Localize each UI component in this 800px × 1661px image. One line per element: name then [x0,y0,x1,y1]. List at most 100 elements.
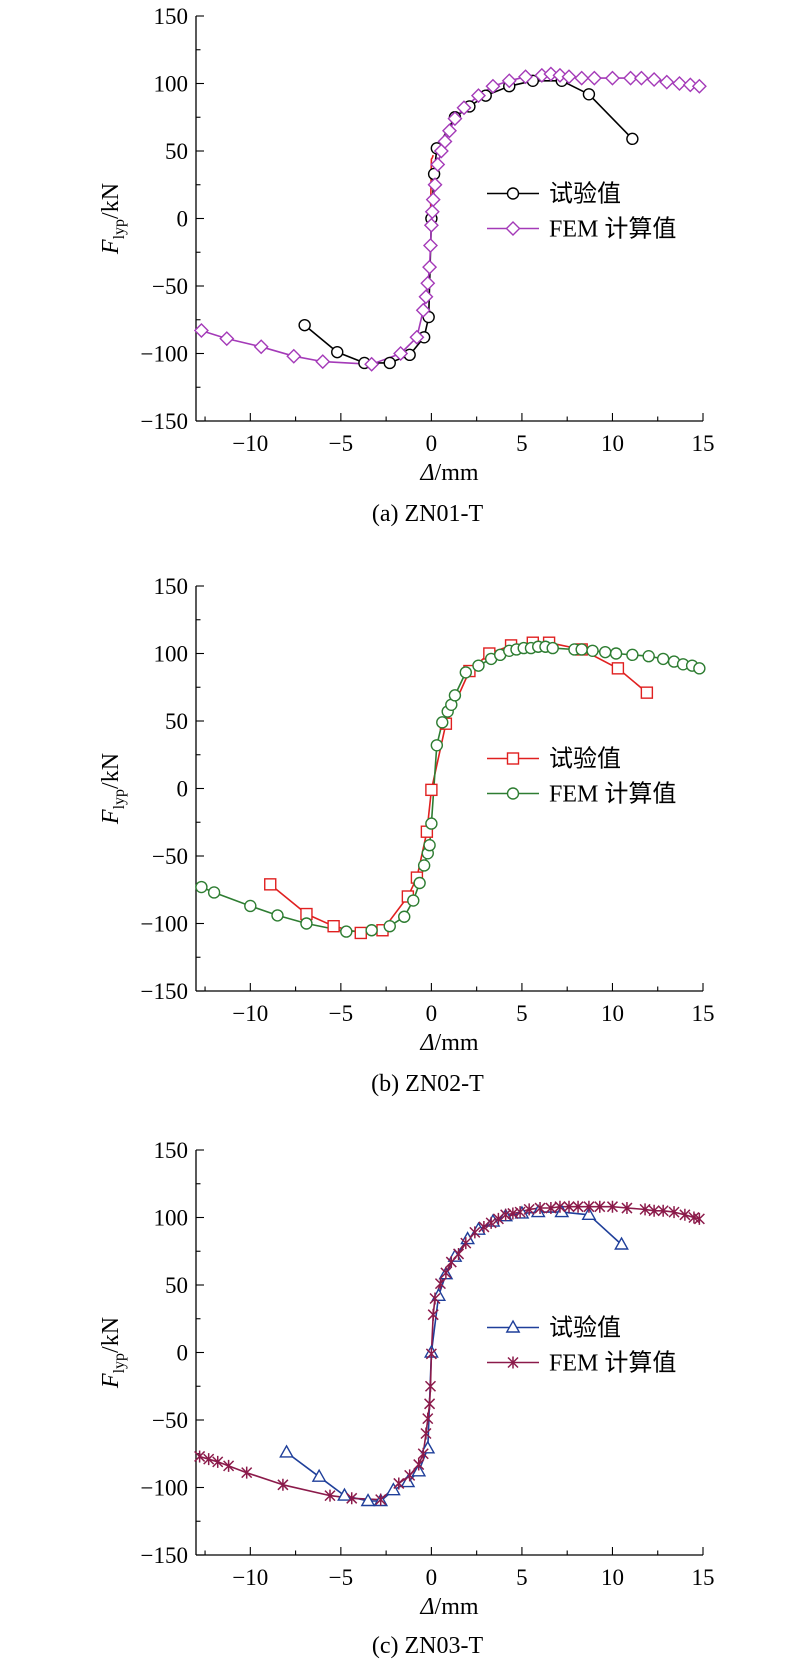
data-point-series-2 [552,67,568,83]
data-point-series-2 [442,123,457,139]
data-point-series-2 [518,69,534,85]
data-point-series-2 [586,70,602,86]
x-tick-label: 10 [601,1001,624,1026]
data-point-series-2 [409,329,425,345]
data-point-series-2 [437,134,453,150]
data-point-series-2 [430,157,446,172]
x-tick-label: −5 [329,1565,353,1590]
data-point-series-2 [398,910,411,923]
x-tick-label: 5 [516,1001,528,1026]
data-point-series-1 [581,1206,597,1221]
data-point-series-2 [193,323,209,339]
data-point-series-2 [212,1455,224,1468]
chart-caption: (b) ZN02-T [371,1071,484,1097]
data-point-series-2 [693,662,706,675]
data-point-series-2 [599,645,612,659]
data-point-series-2 [422,259,438,275]
data-point-series-2 [424,1397,436,1410]
data-point-series-2 [606,1200,618,1213]
legend-label: FEM 计算值 [549,216,676,243]
data-point-series-2 [203,1453,215,1466]
legend-label: FEM 计算值 [549,781,676,808]
plot-area [195,636,706,940]
data-point-series-2 [546,641,559,655]
data-point-series-1 [298,318,311,332]
legend-label: 试验值 [549,181,621,208]
data-point-series-2 [470,88,486,104]
y-tick-label: −150 [141,1543,188,1568]
y-tick-label: 50 [165,139,188,164]
data-point-series-2 [572,1200,584,1213]
data-point-series-2 [639,1203,651,1216]
data-point-series-2 [604,70,620,86]
data-point-series-2 [485,78,501,94]
legend-entry-2: FEM 计算值 [487,1350,676,1377]
y-tick-label: 0 [177,1341,189,1366]
data-point-series-2 [514,1206,526,1219]
plot-area [193,66,707,372]
y-tick-label: −50 [152,844,188,869]
y-tick-label: 150 [154,4,189,29]
y-tick-label: −150 [141,409,188,434]
data-point-series-2 [554,1200,566,1213]
data-point-series-2 [434,1277,446,1290]
x-tick-label: −10 [232,1565,268,1590]
y-axis-title: Flyp/kN [98,183,128,255]
legend-entry-1: 试验值 [487,746,621,773]
data-point-series-2 [693,1212,705,1225]
data-point-series-2 [422,1412,434,1425]
data-point-series-2 [424,204,440,220]
data-point-series-2 [621,1202,633,1215]
data-point-series-1 [354,926,367,940]
data-point-series-2 [424,1380,437,1393]
data-point-series-2 [340,925,353,938]
data-point-series-2 [241,1466,253,1479]
data-point-series-2 [425,192,441,208]
data-point-series-2 [420,1427,432,1440]
data-point-series-2 [417,859,431,872]
data-point-series-2 [425,1347,437,1360]
y-tick-label: 50 [165,1273,188,1298]
legend-entry-1: 试验值 [487,181,621,208]
data-point-series-2 [679,1208,691,1221]
data-point-series-1 [626,132,639,146]
x-tick-label: 10 [601,1565,624,1590]
data-point-series-2 [563,1200,575,1213]
data-point-series-1 [360,1493,376,1507]
data-point-series-2 [423,839,436,852]
y-tick-label: −50 [152,274,188,299]
x-tick-label: 0 [426,1565,438,1590]
legend-marker [505,1319,521,1333]
data-point-series-1 [611,662,625,675]
data-point-series-2 [365,924,378,937]
legend-entry-2: FEM 计算值 [487,216,676,243]
data-point-series-2 [501,73,517,89]
legend-label: 试验值 [549,1315,621,1342]
data-point-series-2 [583,1200,595,1213]
y-tick-label: 150 [154,1138,189,1163]
data-point-series-2 [543,66,559,82]
data-point-series-1 [385,1482,401,1496]
data-point-series-2 [436,716,449,729]
data-point-series-2 [423,217,439,233]
data-point-series-2 [404,1469,416,1482]
y-axis-title: Flyp/kN [98,1317,128,1389]
data-point-series-1 [582,88,596,101]
data-point-series-1 [400,1474,416,1488]
data-point-series-2 [286,348,302,364]
legend-entry-2: FEM 计算值 [487,781,676,808]
data-point-series-2 [429,1292,441,1305]
data-point-series-2 [534,1202,546,1215]
data-point-series-2 [375,1493,387,1506]
data-point-series-2 [393,1477,405,1490]
data-point-series-1 [383,356,396,370]
data-point-series-2 [492,1212,504,1225]
y-tick-label: −50 [152,1408,188,1433]
data-point-series-2 [460,1237,472,1250]
y-tick-label: −100 [141,1476,188,1501]
data-point-series-2 [586,644,599,657]
data-point-series-2 [648,1204,660,1217]
data-point-series-2 [253,339,269,355]
x-tick-label: −5 [329,1001,353,1026]
